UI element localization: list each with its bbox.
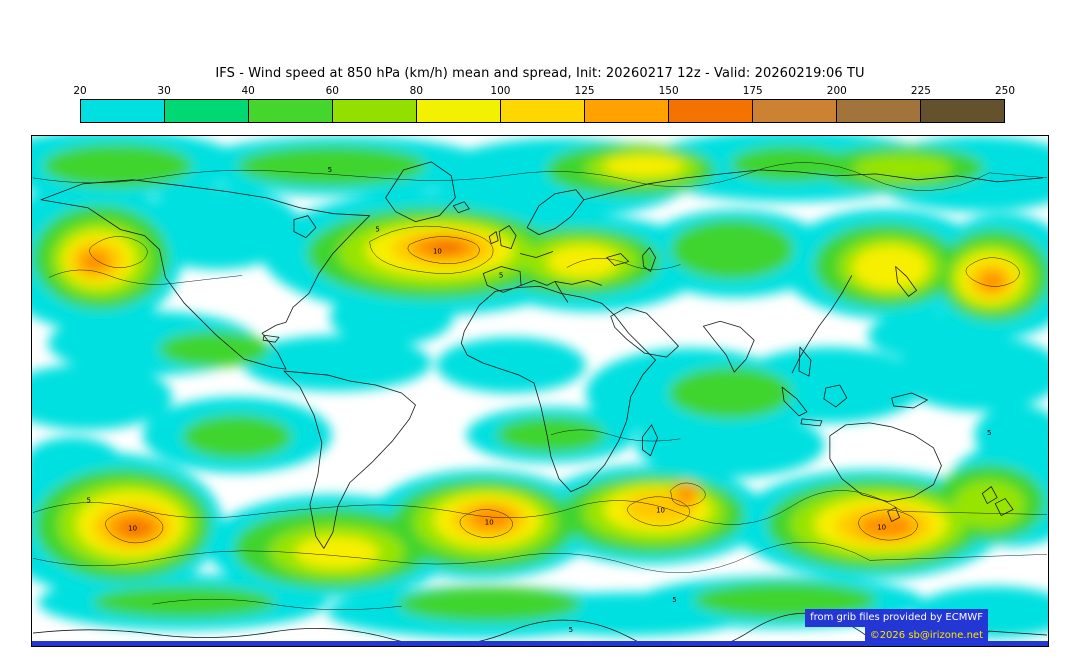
colorbar-segment (249, 100, 333, 122)
contour-labels: 10 5 5 10 5 10 10 5 5 10 5 5 (87, 166, 992, 634)
colorbar-segment (753, 100, 837, 122)
colorbar-ticks: 20 30 40 60 80 100 125 150 175 200 225 250 (73, 85, 1015, 98)
colorbar-tick-label: 80 (409, 85, 424, 97)
contour-label: 5 (987, 429, 991, 437)
colorbar-tick-label: 175 (742, 85, 763, 97)
spread-contours (32, 162, 1048, 610)
contour-label: 5 (87, 497, 91, 505)
contour-label: 10 (656, 507, 665, 515)
colorbar-segment (81, 100, 165, 122)
world-map: 10 5 5 10 5 10 10 5 5 10 5 5 (32, 136, 1048, 646)
contour-label: 5 (375, 226, 379, 234)
colorbar: 20 30 40 60 80 100 125 150 175 200 225 250 (73, 85, 1015, 123)
colorbar-tick-label: 30 (157, 85, 171, 97)
attribution: from grib files provided by ECMWF ©2026 … (805, 609, 988, 644)
contour-label: 5 (672, 596, 676, 604)
colorbar-segment (417, 100, 501, 122)
contour-label: 10 (485, 518, 494, 526)
colorbar-segment (333, 100, 417, 122)
colorbar-tick-label: 225 (910, 85, 931, 97)
colorbar-tick-label: 60 (325, 85, 339, 97)
colorbar-segments (80, 99, 1005, 123)
colorbar-tick-label: 100 (490, 85, 511, 97)
colorbar-tick-label: 150 (658, 85, 679, 97)
colorbar-segment (669, 100, 753, 122)
contour-label: 10 (877, 523, 886, 531)
colorbar-tick-label: 125 (574, 85, 595, 97)
colorbar-tick-label: 200 (826, 85, 847, 97)
contour-label: 5 (499, 271, 503, 279)
colorbar-segment (921, 100, 1004, 122)
colorbar-tick-label: 250 (994, 85, 1016, 97)
map-frame: 10 5 5 10 5 10 10 5 5 10 5 5 from grib files provid… (31, 135, 1049, 647)
colorbar-segment (837, 100, 921, 122)
bottom-blue-strip (32, 641, 1048, 646)
attribution-line2: ©2026 sb@irizone.net (864, 626, 988, 644)
contour-label: 5 (328, 166, 332, 174)
contour-label: 10 (128, 524, 137, 532)
contour-label: 10 (433, 248, 442, 256)
chart-title: IFS - Wind speed at 850 hPa (km/h) mean … (215, 66, 865, 81)
colorbar-tick-label: 20 (73, 85, 87, 97)
colorbar-tick-label: 40 (241, 85, 255, 97)
colorbar-segment (585, 100, 669, 122)
wind-speed-field (32, 136, 1048, 639)
colorbar-segment (501, 100, 585, 122)
contour-label: 5 (569, 626, 573, 634)
attribution-line1: from grib files provided by ECMWF (805, 609, 988, 627)
colorbar-segment (165, 100, 249, 122)
